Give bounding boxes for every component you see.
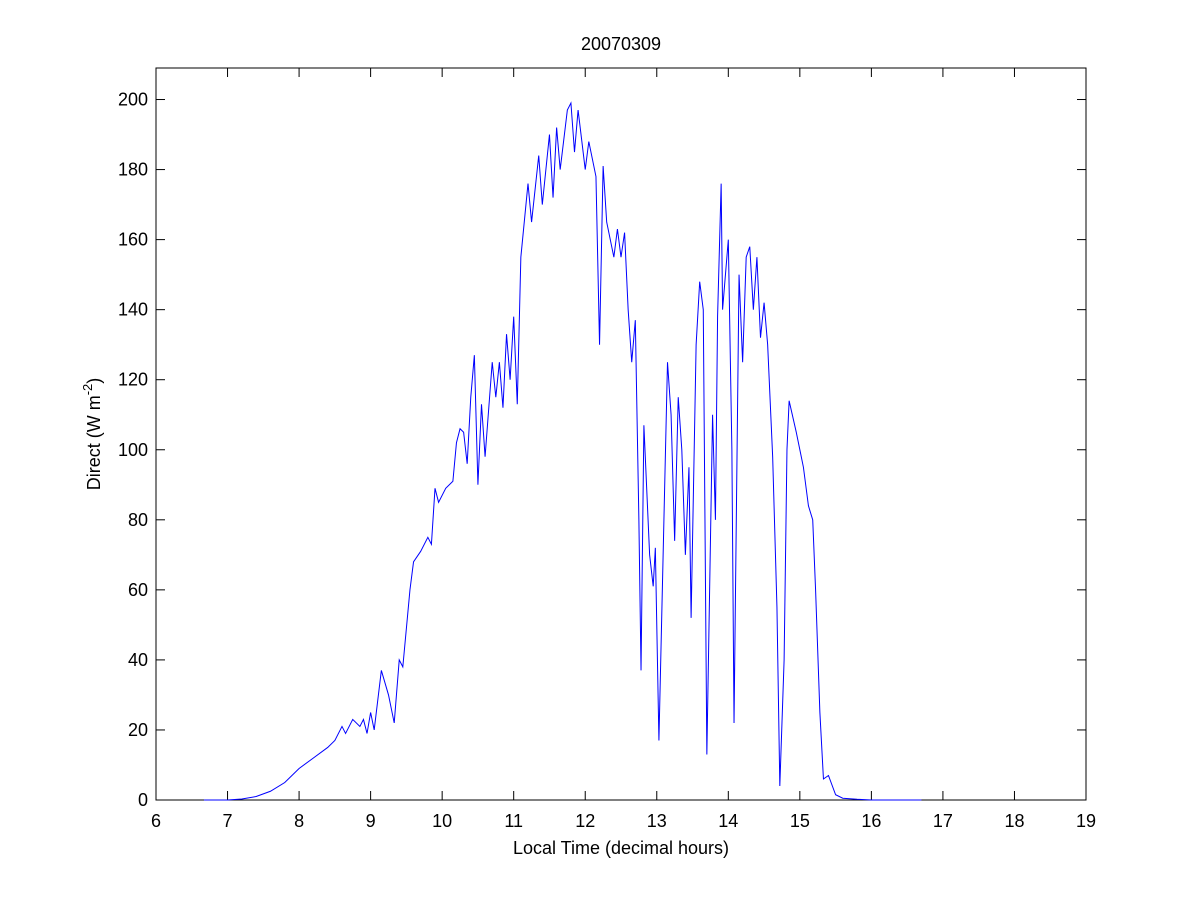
y-axis-label-text: Direct (W m	[84, 395, 104, 490]
x-tick-label: 8	[294, 811, 304, 831]
y-tick-label: 140	[118, 300, 148, 320]
y-axis-label-superscript: -2	[80, 384, 95, 396]
data-line	[203, 101, 922, 801]
x-axis-label: Local Time (decimal hours)	[513, 838, 729, 858]
x-tick-label: 6	[151, 811, 161, 831]
y-tick-label: 40	[128, 650, 148, 670]
x-tick-label: 16	[861, 811, 881, 831]
y-tick-label: 120	[118, 370, 148, 390]
x-tick-label: 19	[1076, 811, 1096, 831]
x-tick-label: 15	[790, 811, 810, 831]
x-tick-label: 12	[575, 811, 595, 831]
y-tick-label: 20	[128, 720, 148, 740]
x-tick-label: 18	[1004, 811, 1024, 831]
x-tick-label: 7	[223, 811, 233, 831]
plot-area	[155, 67, 1087, 801]
x-tick-label: 17	[933, 811, 953, 831]
y-tick-label: 80	[128, 510, 148, 530]
y-tick-label: 0	[138, 790, 148, 810]
x-tick-label: 13	[647, 811, 667, 831]
x-tick-label: 10	[432, 811, 452, 831]
y-tick-label: 100	[118, 440, 148, 460]
y-axis-label-suffix: )	[84, 378, 104, 384]
y-tick-label: 60	[128, 580, 148, 600]
chart-title: 20070309	[581, 34, 661, 54]
x-tick-label: 11	[504, 811, 523, 831]
y-tick-label: 160	[118, 230, 148, 250]
y-tick-label: 200	[118, 90, 148, 110]
y-tick-label: 180	[118, 160, 148, 180]
x-tick-label: 14	[718, 811, 738, 831]
x-tick-label: 9	[366, 811, 376, 831]
y-axis-label: Direct (W m-2)	[80, 378, 104, 491]
